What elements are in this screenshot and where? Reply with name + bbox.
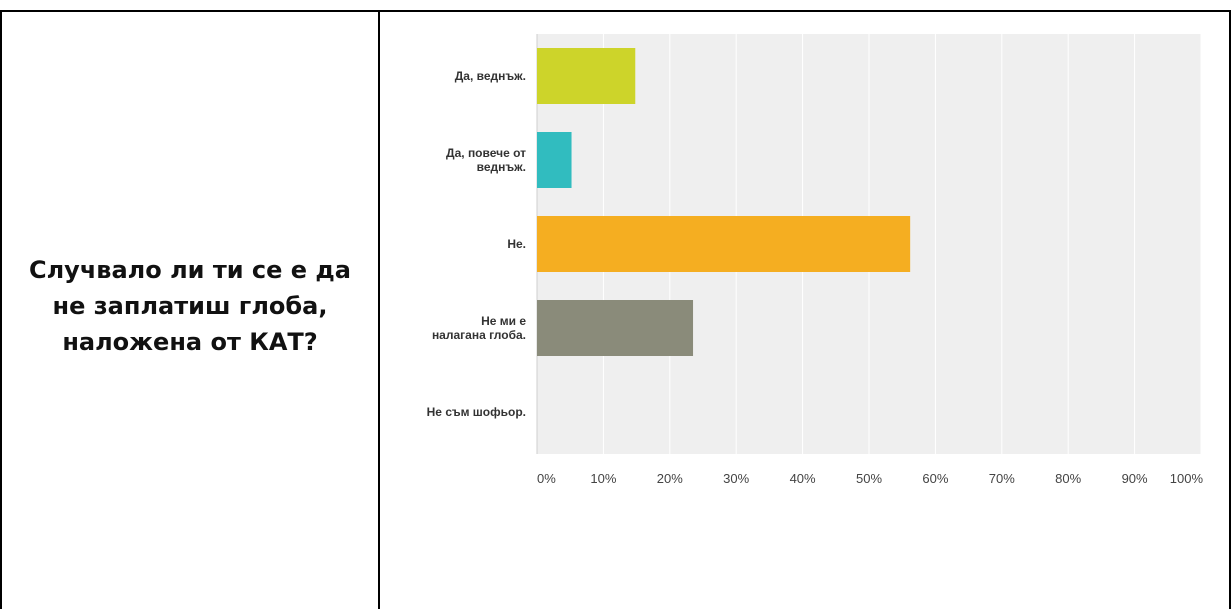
table-cell-divider bbox=[378, 10, 380, 609]
x-tick-label: 0% bbox=[537, 471, 556, 486]
table-border-top bbox=[0, 10, 1231, 12]
table-border-right bbox=[1229, 10, 1231, 609]
x-tick-label: 20% bbox=[657, 471, 683, 486]
bar bbox=[537, 216, 911, 272]
category-label: Да, повече от веднъж. bbox=[446, 146, 526, 174]
question-cell: Случвало ли ти се е да не заплатиш глоба… bbox=[2, 12, 378, 609]
x-tick-label: 80% bbox=[1055, 471, 1081, 486]
bar bbox=[537, 48, 636, 104]
x-tick-label: 40% bbox=[790, 471, 816, 486]
bar bbox=[537, 300, 694, 356]
category-label: Не съм шофьор. bbox=[427, 405, 526, 419]
x-tick-label: 100% bbox=[1170, 471, 1204, 486]
question-text: Случвало ли ти се е да не заплатиш глоба… bbox=[28, 255, 352, 356]
bar-chart: Да, веднъж. Да, повече от веднъж. Не. Не ми … bbox=[427, 34, 1204, 486]
category-label: Не ми е налагана глоба. bbox=[432, 314, 526, 342]
x-tick-label: 10% bbox=[590, 471, 616, 486]
x-tick-label: 60% bbox=[922, 471, 948, 486]
x-tick-label: 90% bbox=[1122, 471, 1148, 486]
x-tick-label: 30% bbox=[723, 471, 749, 486]
x-tick-label: 50% bbox=[856, 471, 882, 486]
x-tick-label: 70% bbox=[989, 471, 1015, 486]
table-border-left bbox=[0, 10, 2, 609]
bar bbox=[537, 132, 572, 188]
category-label: Не. bbox=[507, 237, 526, 251]
category-label: Да, веднъж. bbox=[455, 69, 526, 83]
